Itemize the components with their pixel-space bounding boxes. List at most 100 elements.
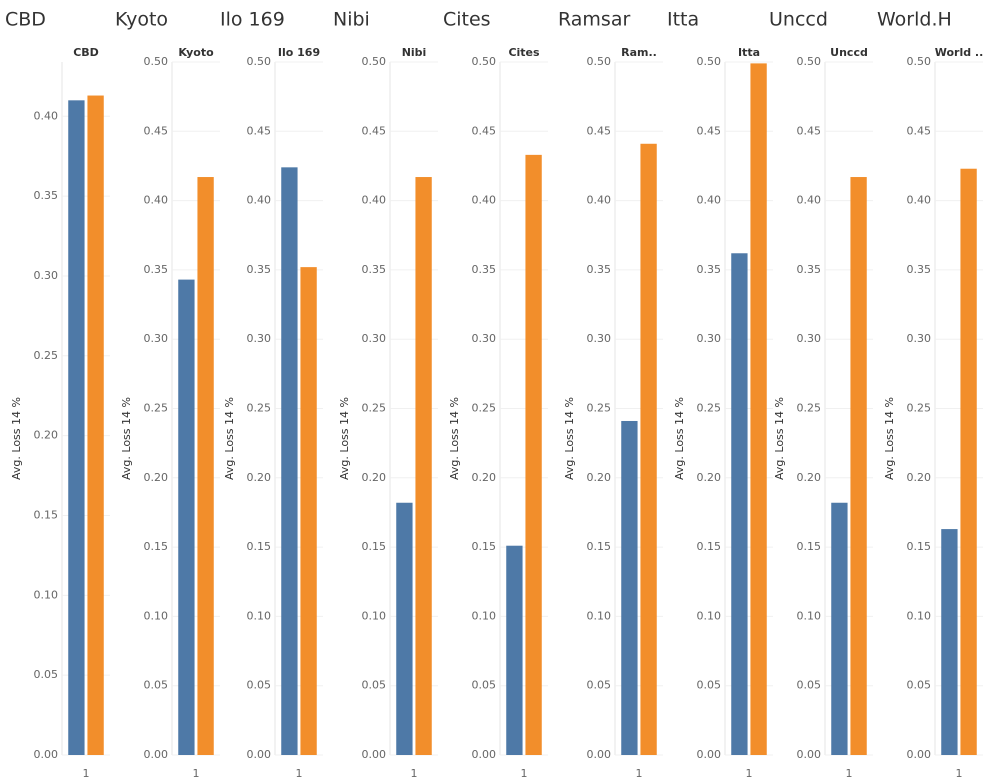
pane-header: Unccd [830, 46, 868, 59]
y-axis-title: Avg. Loss 14 % [448, 397, 461, 480]
y-tick-label: 0.35 [797, 263, 822, 276]
bar [415, 177, 432, 756]
y-tick-label: 0.25 [472, 402, 497, 415]
chart-title: Nibi [333, 9, 370, 31]
chart-title: Kyoto [115, 9, 168, 31]
pane-header: CBD [73, 46, 99, 59]
y-tick-label: 0.20 [34, 429, 59, 442]
y-tick-label: 0.45 [907, 124, 932, 137]
pane-header: Nibi [402, 46, 427, 59]
x-tick-label: 1 [746, 767, 753, 780]
bar [396, 502, 413, 755]
y-axis-title: Avg. Loss 14 % [773, 397, 786, 480]
y-tick-label: 0.10 [144, 609, 169, 622]
y-axis-title: Avg. Loss 14 % [563, 397, 576, 480]
y-tick-label: 0.30 [362, 332, 387, 345]
y-tick-label: 0.15 [587, 540, 612, 553]
y-tick-label: 0.40 [697, 194, 722, 207]
chart-title: Unccd [769, 9, 828, 31]
y-tick-label: 0.15 [247, 540, 272, 553]
bar [525, 154, 542, 755]
bar [68, 100, 85, 756]
chart-title: Cites [443, 9, 491, 31]
y-tick-label: 0.20 [697, 471, 722, 484]
y-tick-label: 0.10 [472, 609, 497, 622]
y-tick-label: 0.35 [247, 263, 272, 276]
y-tick-label: 0.45 [697, 124, 722, 137]
y-tick-label: 0.20 [362, 471, 387, 484]
y-tick-label: 0.15 [907, 540, 932, 553]
bar [178, 279, 195, 755]
bar [831, 502, 848, 755]
y-tick-label: 0.35 [472, 263, 497, 276]
y-tick-label: 0.15 [34, 508, 59, 521]
y-tick-label: 0.35 [587, 263, 612, 276]
bar [640, 143, 657, 756]
bar [281, 167, 298, 755]
y-tick-label: 0.20 [144, 471, 169, 484]
y-tick-label: 0.10 [34, 588, 59, 601]
y-tick-label: 0.35 [697, 263, 722, 276]
x-tick-label: 1 [636, 767, 643, 780]
pane-header: Ram.. [621, 46, 657, 59]
chart-title: Itta [667, 9, 699, 31]
y-tick-label: 0.05 [797, 679, 822, 692]
y-tick-label: 0.15 [797, 540, 822, 553]
y-tick-label: 0.20 [472, 471, 497, 484]
y-tick-label: 0.50 [144, 55, 169, 68]
y-tick-label: 0.35 [907, 263, 932, 276]
x-tick-label: 1 [411, 767, 418, 780]
y-tick-label: 0.50 [907, 55, 932, 68]
pane-header: Itta [738, 46, 760, 59]
y-tick-label: 0.15 [472, 540, 497, 553]
y-tick-label: 0.25 [144, 402, 169, 415]
y-tick-label: 0.00 [587, 748, 612, 761]
y-tick-label: 0.00 [247, 748, 272, 761]
y-tick-label: 0.05 [34, 668, 59, 681]
y-tick-label: 0.00 [34, 748, 59, 761]
y-tick-label: 0.30 [587, 332, 612, 345]
y-tick-label: 0.20 [247, 471, 272, 484]
y-tick-label: 0.50 [697, 55, 722, 68]
y-tick-label: 0.15 [144, 540, 169, 553]
chart-title: World.H [877, 9, 952, 31]
pane-header: Cites [508, 46, 540, 59]
y-tick-label: 0.45 [362, 124, 387, 137]
y-tick-label: 0.25 [907, 402, 932, 415]
bar [87, 95, 104, 756]
pane-header: Kyoto [178, 46, 214, 59]
y-tick-label: 0.45 [472, 124, 497, 137]
y-tick-label: 0.00 [697, 748, 722, 761]
y-tick-label: 0.10 [362, 609, 387, 622]
y-tick-label: 0.50 [472, 55, 497, 68]
y-tick-label: 0.40 [472, 194, 497, 207]
pane-header: World .. [935, 46, 984, 59]
chart-title: Ramsar [558, 9, 630, 31]
y-tick-label: 0.30 [797, 332, 822, 345]
bar [960, 168, 977, 756]
y-axis-title: Avg. Loss 14 % [10, 397, 23, 480]
y-tick-label: 0.45 [797, 124, 822, 137]
x-tick-label: 1 [846, 767, 853, 780]
y-tick-label: 0.05 [247, 679, 272, 692]
y-axis-title: Avg. Loss 14 % [883, 397, 896, 480]
chart-title: Ilo 169 [220, 9, 285, 31]
y-tick-label: 0.00 [144, 748, 169, 761]
x-tick-label: 1 [296, 767, 303, 780]
y-tick-label: 0.20 [587, 471, 612, 484]
y-tick-label: 0.50 [797, 55, 822, 68]
y-tick-label: 0.05 [144, 679, 169, 692]
y-tick-label: 0.05 [362, 679, 387, 692]
y-tick-label: 0.05 [697, 679, 722, 692]
x-tick-label: 1 [193, 767, 200, 780]
y-tick-label: 0.25 [797, 402, 822, 415]
y-tick-label: 0.20 [907, 471, 932, 484]
y-tick-label: 0.00 [907, 748, 932, 761]
bar [621, 420, 638, 755]
x-tick-label: 1 [83, 767, 90, 780]
y-tick-label: 0.50 [247, 55, 272, 68]
y-tick-label: 0.40 [362, 194, 387, 207]
y-tick-label: 0.00 [362, 748, 387, 761]
y-tick-label: 0.15 [362, 540, 387, 553]
y-tick-label: 0.45 [587, 124, 612, 137]
